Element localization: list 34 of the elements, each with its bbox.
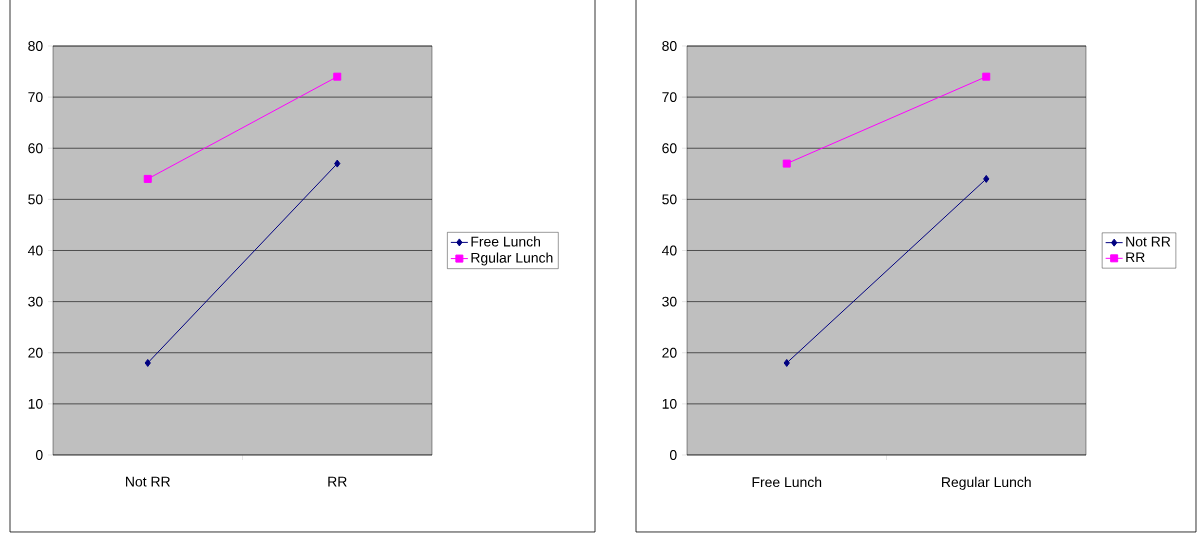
legend-label: RR: [1126, 252, 1145, 263]
legend-label: Free Lunch: [471, 236, 540, 247]
point: [334, 159, 341, 168]
y-tick-label: 80: [662, 41, 677, 51]
y-tick-label: 40: [27, 245, 43, 256]
x-tick-label: Free Lunch: [752, 476, 822, 488]
point: [143, 174, 152, 183]
y-tick-label: 60: [28, 143, 43, 154]
y-tick-label: 20: [28, 347, 43, 358]
x-tick-label: RR: [328, 476, 347, 487]
x-tick-label: Not RR: [126, 476, 170, 487]
legend-label: Rgular Lunch: [471, 252, 553, 266]
point: [783, 358, 790, 367]
y-tick-label: 70: [28, 92, 43, 103]
y-tick-label: 10: [28, 398, 43, 409]
y-tick-label: 30: [28, 296, 43, 307]
y-tick-label: 40: [661, 245, 677, 256]
point: [983, 174, 990, 183]
x-tick-label: Regular Lunch: [942, 476, 1031, 490]
point: [333, 72, 342, 81]
y-tick-label: 30: [662, 296, 677, 307]
point: [144, 358, 151, 367]
point: [982, 72, 991, 81]
y-tick-label: 20: [662, 347, 677, 358]
y-tick-label: 70: [662, 92, 677, 103]
y-tick-label: 50: [28, 194, 43, 205]
y-tick-label: 80: [28, 41, 43, 51]
legend-label: Not RR: [1126, 236, 1171, 247]
y-tick-label: 10: [662, 398, 677, 409]
y-tick-label: 0: [35, 450, 43, 460]
point: [782, 159, 791, 168]
y-tick-label: 60: [662, 143, 677, 154]
y-tick-label: 0: [669, 450, 677, 460]
y-tick-label: 50: [662, 194, 677, 205]
